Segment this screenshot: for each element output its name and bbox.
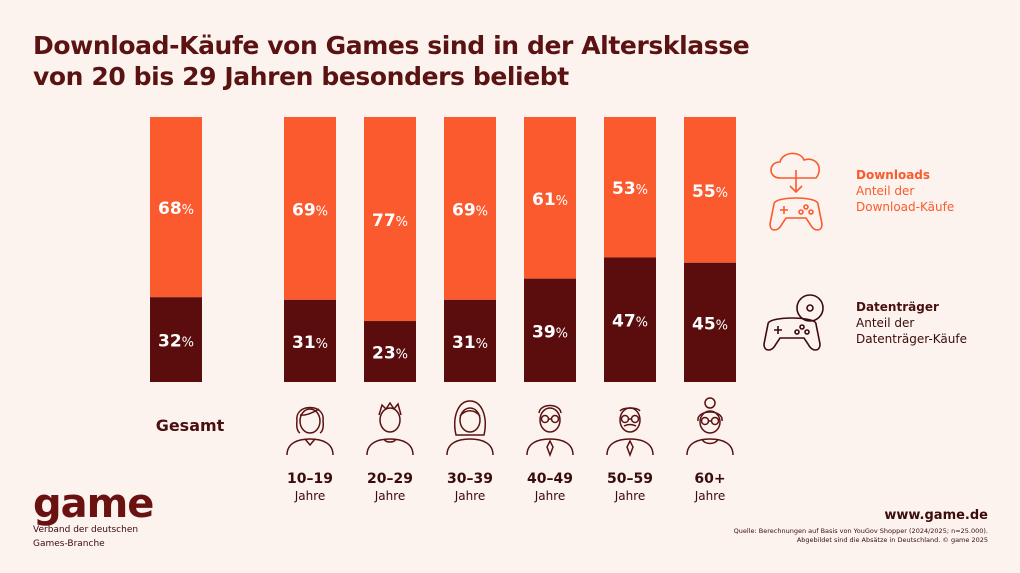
legend-downloads-subtitle-2: Download-Käufe [856,200,955,214]
category-label-total: Gesamt [155,416,225,435]
data-label-datentraeger-0: 32% [158,332,194,352]
age-range: 20–29 [367,471,413,487]
age-unit: Jahre [694,489,726,503]
data-label-datentraeger-4: 39% [532,322,568,342]
bar-datentraeger-0 [150,297,202,382]
category-label-20-29: 20–29 Jahre [350,471,430,504]
age-unit: Jahre [534,489,566,503]
data-label-downloads-4: 61% [532,190,568,210]
data-label-datentraeger-3: 31% [452,333,488,353]
data-label-datentraeger-5: 47% [612,312,648,332]
legend-datentraeger-title: Datenträger [856,300,939,314]
category-label-60-plus: 60+ Jahre [670,471,750,504]
website-link[interactable]: www.game.de [884,508,988,523]
bar-datentraeger-3 [444,299,496,382]
teen-girl-icon [286,406,334,456]
data-label-downloads-6: 55% [692,182,728,202]
bar-downloads-2 [364,117,416,322]
source-line-2: Abgebildet sind die Absätze in Deutschla… [796,536,988,544]
logo-wordmark: game [33,481,154,527]
bar-downloads-1 [284,117,336,300]
age-range: 10–19 [287,471,333,487]
young-man-icon [366,401,414,456]
bar-datentraeger-6 [684,262,736,382]
woman-icon [446,400,494,456]
chart-title: Download-Käufe von Games sind in der Alt… [33,30,750,92]
legend-downloads-title: Downloads [856,168,931,182]
age-range: 60+ [694,471,726,487]
logo-tagline-2: Games-Branche [33,539,105,549]
category-label-30-39: 30–39 Jahre [430,471,510,504]
senior-woman-icon [686,397,734,456]
data-label-downloads-1: 69% [292,200,328,220]
bar-datentraeger-4 [524,278,576,382]
data-label-datentraeger-6: 45% [692,314,728,334]
game-logo: game Verband der deutschen Games-Branche [33,481,154,550]
bar-datentraeger-5 [604,257,656,382]
title-line-2: von 20 bis 29 Jahren besonders beliebt [33,62,569,91]
bar-downloads-4 [524,117,576,279]
data-label-datentraeger-1: 31% [292,333,328,353]
bar-downloads-6 [684,117,736,263]
age-unit: Jahre [454,489,486,503]
age-unit: Jahre [374,489,406,503]
disc-controller-icon [763,294,824,351]
logo-tagline-1: Verband der deutschen [33,525,139,535]
legend-datentraeger-subtitle-2: Datenträger-Käufe [856,332,967,346]
bar-downloads-3 [444,117,496,300]
data-label-downloads-0: 68% [158,199,194,219]
category-label-50-59: 50–59 Jahre [590,471,670,504]
legend-downloads-subtitle-1: Anteil der [856,184,915,198]
data-label-datentraeger-2: 23% [372,344,408,364]
bar-downloads-0 [150,117,202,298]
bar-datentraeger-2 [364,321,416,382]
data-label-downloads-5: 53% [612,179,648,199]
older-man-icon [606,407,654,457]
legend-downloads: Downloads Anteil der Download-Käufe [856,167,954,215]
source-line-1: Quelle: Berechnungen auf Basis von YouGo… [733,527,988,535]
data-label-downloads-3: 69% [452,200,488,220]
legend-datentraeger: Datenträger Anteil der Datenträger-Käufe [856,299,967,347]
age-unit: Jahre [614,489,646,503]
bar-downloads-5 [604,117,656,258]
man-with-glasses-icon [526,404,574,457]
title-line-1: Download-Käufe von Games sind in der Alt… [33,31,750,60]
age-range: 40–49 [527,471,573,487]
category-label-10-19: 10–19 Jahre [270,471,350,504]
source-note: Quelle: Berechnungen auf Basis von YouGo… [734,527,988,545]
age-unit: Jahre [294,489,326,503]
cloud-download-controller-icon [769,152,823,231]
category-label-40-49: 40–49 Jahre [510,471,590,504]
age-range: 30–39 [447,471,493,487]
legend-datentraeger-subtitle-1: Anteil der [856,316,915,330]
bar-datentraeger-1 [284,299,336,382]
age-range: 50–59 [607,471,653,487]
data-label-downloads-2: 77% [372,211,408,231]
